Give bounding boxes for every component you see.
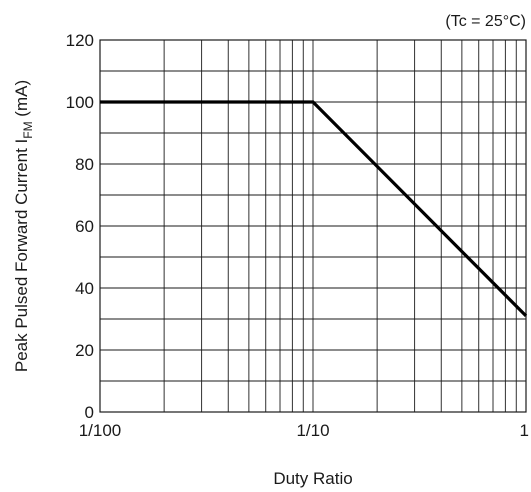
y-tick-label: 20 [75, 341, 94, 360]
y-tick-label: 100 [66, 93, 94, 112]
x-tick-label: 1/10 [296, 421, 329, 440]
y-tick-label: 60 [75, 217, 94, 236]
y-tick-label: 0 [85, 403, 94, 422]
y-tick-label: 80 [75, 155, 94, 174]
test-condition-label: (Tc = 25°C) [445, 13, 526, 30]
x-tick-label: 1 [520, 421, 529, 440]
grid-lines [99, 39, 527, 413]
x-tick-label: 1/100 [79, 421, 122, 440]
y-axis-title-main: Peak Pulsed Forward Current I [12, 139, 31, 372]
series-layer [100, 100, 528, 318]
y-axis-title-unit: (mA) [12, 80, 31, 122]
y-tick-label: 120 [66, 31, 94, 50]
y-axis-title-subscript: FM [21, 121, 35, 138]
series-line [100, 100, 528, 318]
y-axis-title: Peak Pulsed Forward Current IFM (mA) [12, 80, 35, 372]
y-tick-labels: 0 20 40 60 80 100 120 [66, 31, 94, 422]
y-tick-label: 40 [75, 279, 94, 298]
x-tick-labels: 1/100 1/10 1 [79, 421, 529, 440]
x-axis-title: Duty Ratio [273, 469, 352, 488]
plot-frame [99, 39, 527, 413]
